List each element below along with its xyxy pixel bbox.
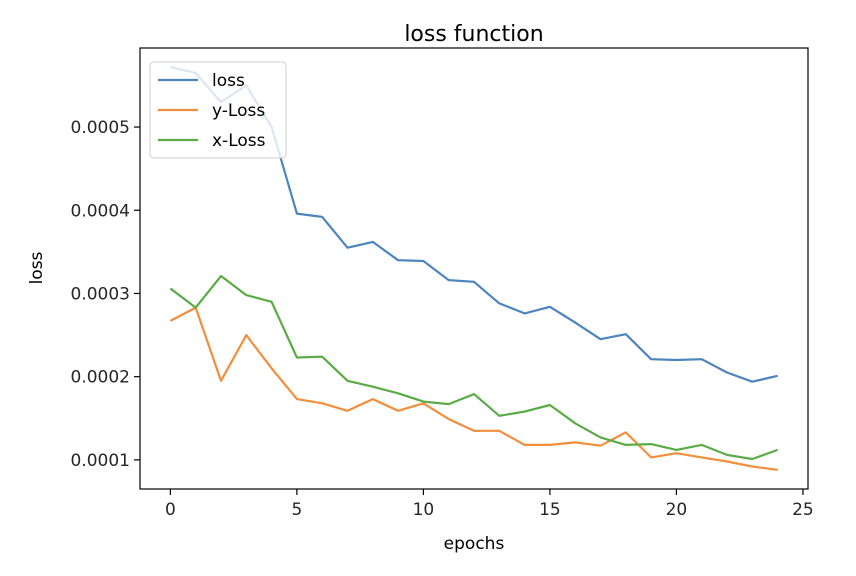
y-tick-label: 0.0001 (71, 451, 130, 471)
y-tick-label: 0.0002 (71, 368, 130, 388)
x-axis: 0 5 10 15 20 25 (165, 489, 814, 520)
series-line-y-loss (169, 306, 778, 471)
legend-label-y-loss: y-Loss (212, 101, 265, 121)
x-axis-label: epochs (444, 534, 505, 554)
y-tick-label: 0.0004 (71, 201, 130, 221)
y-tick-label: 0.0005 (71, 118, 130, 138)
x-tick-label: 20 (666, 500, 688, 520)
legend-box (149, 61, 287, 159)
y-axis-label: loss (27, 251, 47, 284)
legend-label-x-loss: x-Loss (212, 131, 266, 151)
legend-label-loss: loss (212, 71, 245, 91)
series-line-x-loss (169, 274, 778, 461)
x-tick-label: 25 (792, 500, 814, 520)
chart-title: loss function (404, 22, 543, 47)
y-axis: 0.0001 0.0002 0.0003 0.0004 0.0005 (71, 118, 140, 471)
legend: loss y-Loss x-Loss (149, 61, 287, 159)
x-tick-label: 15 (539, 500, 561, 520)
plot-frame (139, 47, 809, 490)
x-tick-label: 0 (165, 500, 176, 520)
x-tick-label: 5 (291, 500, 302, 520)
x-tick-label: 10 (413, 500, 435, 520)
y-tick-label: 0.0003 (71, 284, 130, 304)
